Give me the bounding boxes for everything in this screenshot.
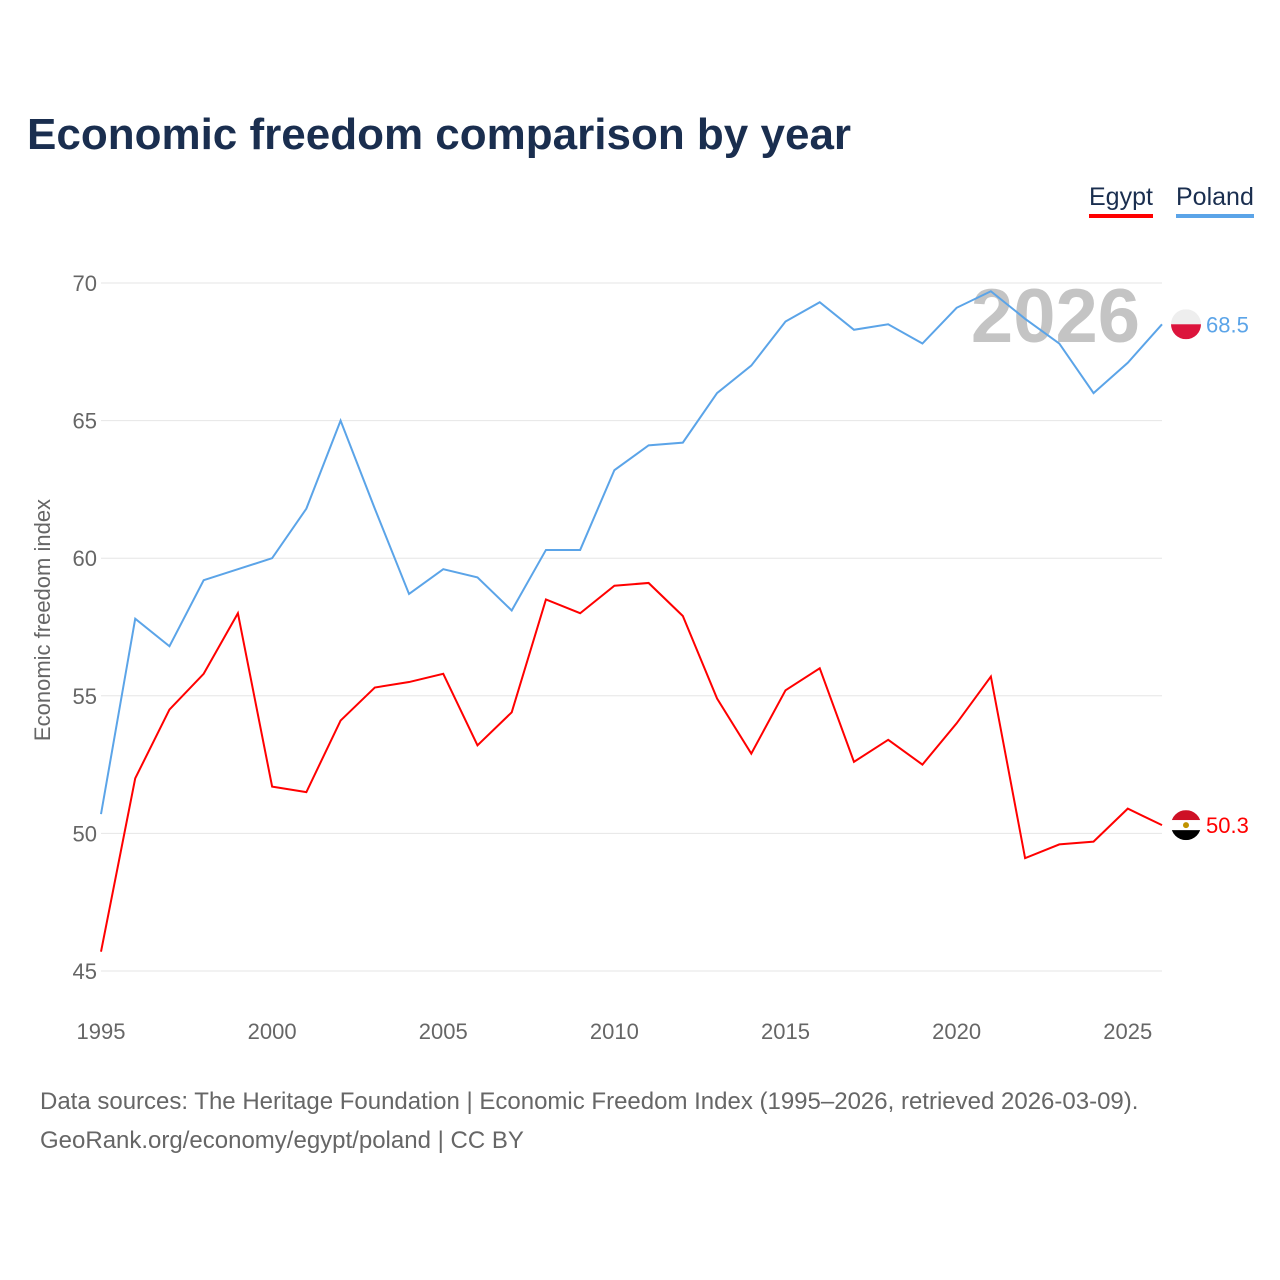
legend-egypt[interactable]: Egypt — [1089, 183, 1153, 218]
year-watermark: 2026 — [971, 274, 1140, 359]
flag-egypt-icon — [1171, 810, 1201, 841]
x-tick-label: 2020 — [932, 1019, 981, 1044]
y-tick-label: 55 — [73, 684, 97, 709]
flag-poland-icon — [1171, 309, 1201, 340]
footer-sources: Data sources: The Heritage Foundation | … — [40, 1088, 1139, 1115]
legend-poland[interactable]: Poland — [1176, 183, 1254, 218]
y-tick-label: 45 — [73, 959, 97, 984]
series-line-poland — [100, 290, 1163, 815]
x-tick-label: 2015 — [761, 1019, 810, 1044]
y-axis-label: Economic freedom index — [30, 499, 55, 741]
series-line-egypt — [100, 581, 1163, 952]
x-tick-label: 2025 — [1103, 1019, 1152, 1044]
end-label-egypt: 50.3 — [1206, 813, 1249, 838]
x-tick-label: 2010 — [590, 1019, 639, 1044]
footer-credit: GeoRank.org/economy/egypt/poland | CC BY — [40, 1127, 524, 1154]
chart-title: Economic freedom comparison by year — [27, 110, 852, 159]
y-tick-label: 50 — [73, 821, 97, 846]
end-label-poland: 68.5 — [1206, 312, 1249, 337]
x-tick-label: 2000 — [248, 1019, 297, 1044]
y-tick-label: 60 — [73, 546, 97, 571]
x-tick-label: 2005 — [419, 1019, 468, 1044]
x-tick-label: 1995 — [77, 1019, 126, 1044]
y-tick-label: 70 — [73, 271, 97, 296]
y-tick-label: 65 — [73, 409, 97, 434]
